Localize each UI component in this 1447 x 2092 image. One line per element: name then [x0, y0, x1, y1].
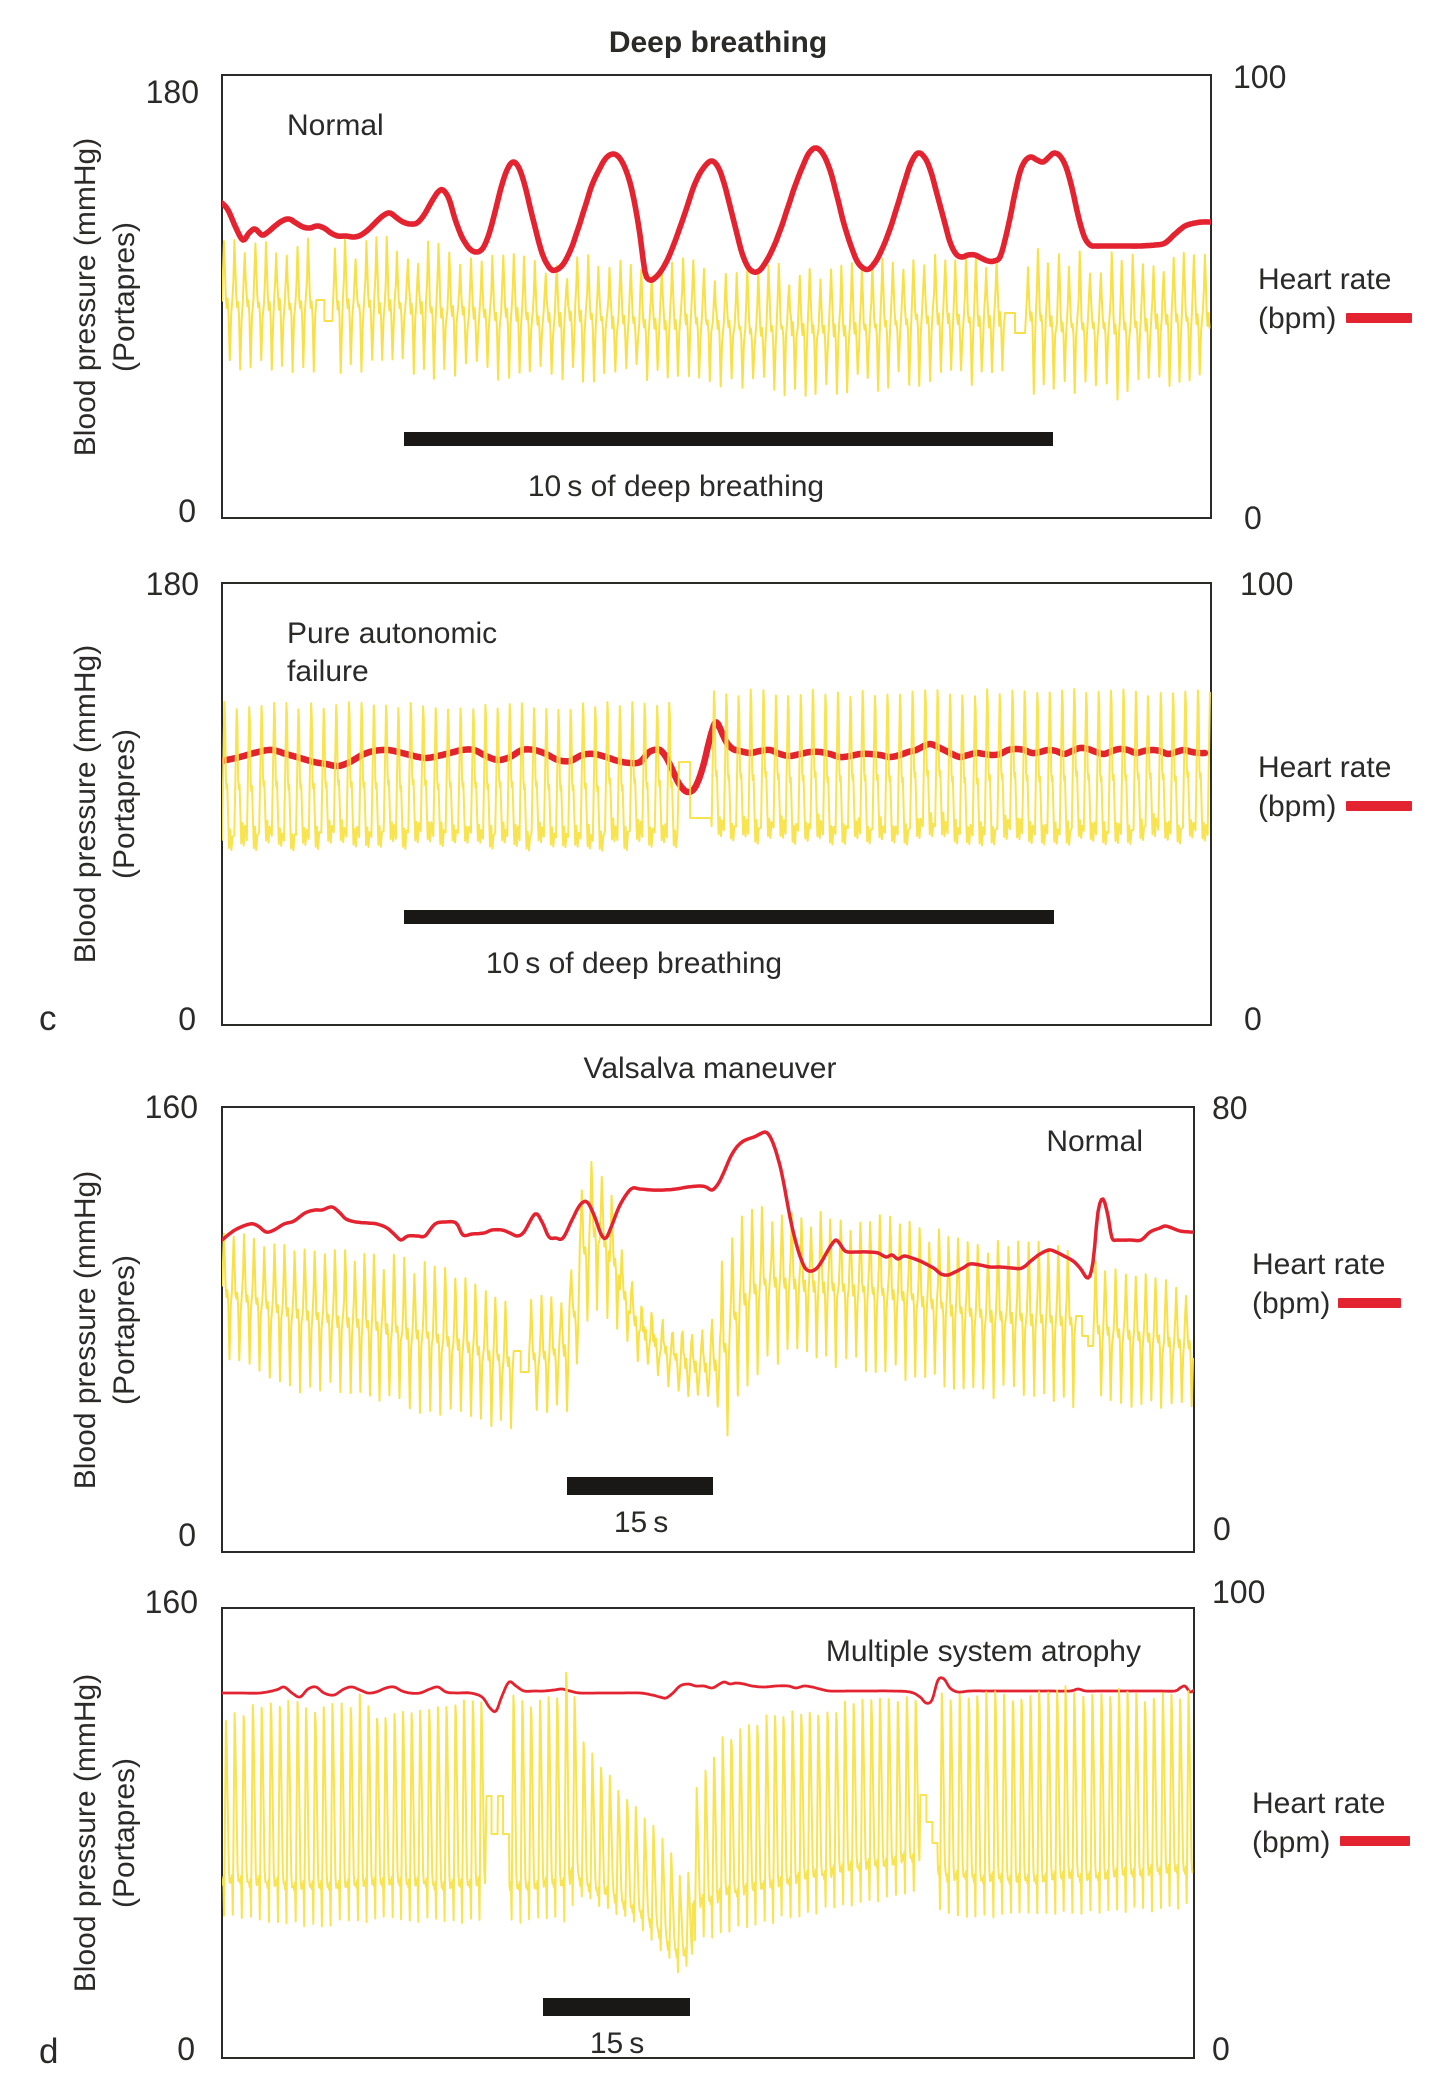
- svg-text:0: 0: [1244, 1001, 1262, 1037]
- svg-text:160: 160: [145, 1089, 198, 1125]
- svg-text:failure: failure: [287, 655, 369, 688]
- svg-text:(bpm): (bpm): [1258, 302, 1336, 335]
- svg-text:15 s: 15 s: [614, 1506, 668, 1539]
- svg-text:180: 180: [146, 74, 199, 110]
- svg-text:10 s of deep breathing: 10 s of deep breathing: [528, 470, 824, 503]
- svg-text:d: d: [39, 2032, 58, 2071]
- svg-text:Blood pressure (mmHg): Blood pressure (mmHg): [69, 138, 102, 456]
- svg-text:0: 0: [1213, 1511, 1231, 1547]
- svg-text:100: 100: [1240, 566, 1293, 602]
- svg-text:Deep breathing: Deep breathing: [609, 26, 827, 59]
- svg-text:(bpm): (bpm): [1252, 1287, 1330, 1320]
- svg-text:(Portapres): (Portapres): [108, 1255, 141, 1405]
- svg-text:(Portapres): (Portapres): [108, 1758, 141, 1908]
- svg-text:Normal: Normal: [287, 109, 384, 142]
- svg-text:Heart rate: Heart rate: [1252, 1248, 1385, 1281]
- svg-text:(bpm): (bpm): [1258, 790, 1336, 823]
- svg-text:15 s: 15 s: [590, 2027, 644, 2060]
- svg-text:Heart rate: Heart rate: [1252, 1787, 1385, 1820]
- svg-text:Heart rate: Heart rate: [1258, 751, 1391, 784]
- svg-text:Multiple system atrophy: Multiple system atrophy: [826, 1635, 1141, 1668]
- svg-text:Heart rate: Heart rate: [1258, 263, 1391, 296]
- svg-text:0: 0: [178, 493, 196, 529]
- svg-text:Normal: Normal: [1046, 1125, 1143, 1158]
- svg-text:80: 80: [1212, 1090, 1248, 1126]
- svg-text:c: c: [39, 999, 57, 1038]
- svg-text:100: 100: [1233, 59, 1286, 95]
- svg-text:0: 0: [177, 2031, 195, 2067]
- svg-text:0: 0: [178, 1517, 196, 1553]
- svg-text:0: 0: [178, 1001, 196, 1037]
- svg-text:160: 160: [145, 1584, 198, 1620]
- svg-text:0: 0: [1244, 500, 1262, 536]
- svg-text:(Portapres): (Portapres): [108, 729, 141, 879]
- svg-text:Blood pressure (mmHg): Blood pressure (mmHg): [69, 1674, 102, 1992]
- svg-text:(Portapres): (Portapres): [108, 222, 141, 372]
- svg-text:10 s of deep breathing: 10 s of deep breathing: [486, 947, 782, 980]
- svg-text:Blood pressure (mmHg): Blood pressure (mmHg): [69, 645, 102, 963]
- svg-text:180: 180: [146, 566, 199, 602]
- svg-text:Pure autonomic: Pure autonomic: [287, 617, 497, 650]
- svg-text:Valsalva maneuver: Valsalva maneuver: [584, 1052, 837, 1085]
- svg-text:100: 100: [1212, 1574, 1265, 1610]
- svg-text:(bpm): (bpm): [1252, 1826, 1330, 1859]
- svg-text:Blood pressure (mmHg): Blood pressure (mmHg): [69, 1171, 102, 1489]
- svg-text:0: 0: [1212, 2031, 1230, 2067]
